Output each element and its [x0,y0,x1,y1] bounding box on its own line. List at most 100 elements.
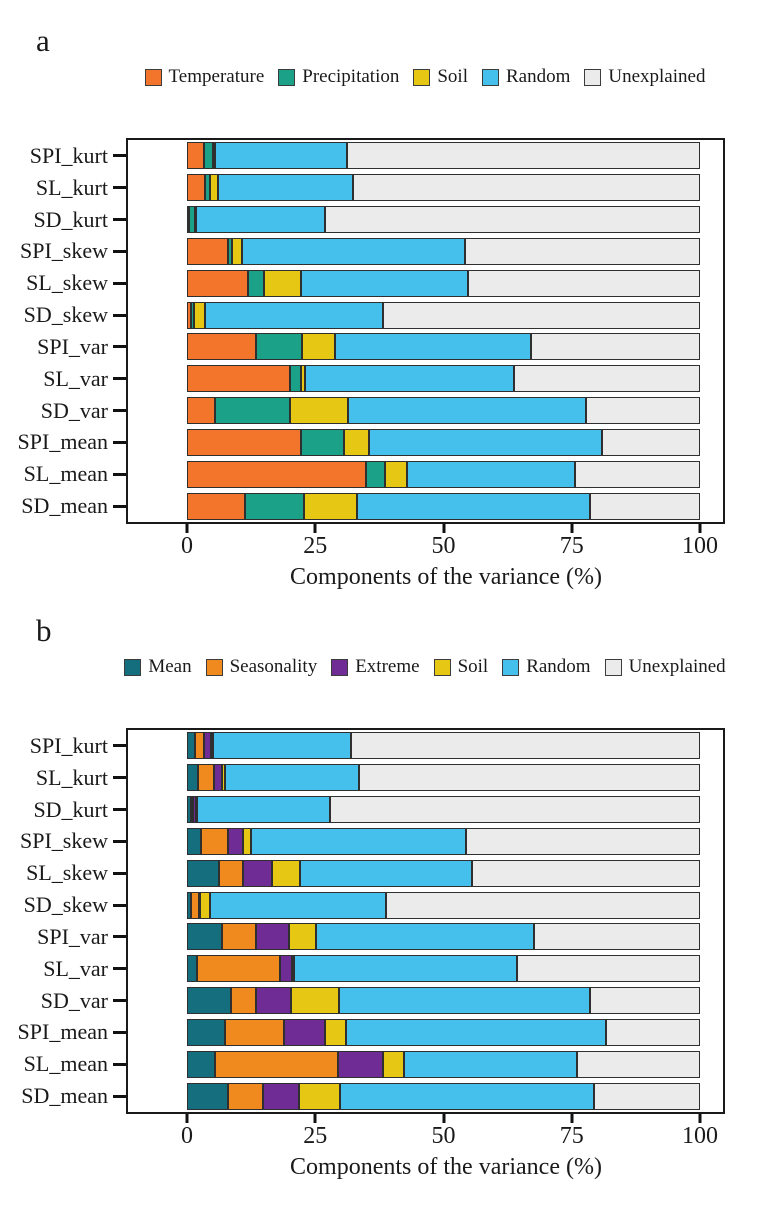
bar-segment-extreme [337,1050,383,1078]
bar-row-sd-kurt [128,794,723,826]
bar-segment-extreme [242,859,272,887]
legend-swatch-precipitation [278,68,296,86]
bar-segment-seasonality [218,859,243,887]
legend-item-soil: Soil [413,66,468,88]
bar-segment-unexplained [514,365,700,393]
bar-segment-mean [187,827,201,855]
bar-row-spi-mean [128,1017,723,1049]
bar-segment-temperature [187,492,246,520]
y-axis-label-text: SPI_mean [17,429,108,455]
bar-segment-unexplained [347,142,700,170]
bar-segment-random [300,859,473,887]
bar-segment-mean [187,764,198,792]
y-axis-label-text: SL_kurt [35,174,108,200]
stacked-bar [187,428,700,456]
bar-row-sd-var [128,395,723,427]
bar-segment-soil [291,955,295,983]
y-axis-label-text: SPI_var [37,923,108,949]
y-axis-label-spi-var: SPI_var [0,921,126,953]
stacked-bar [187,987,700,1015]
y-axis-label-sd-mean: SD_mean [0,490,126,522]
bar-segment-random [204,301,384,329]
bar-segment-soil [210,174,219,202]
bar-segment-precipitation [215,397,291,425]
legend-swatch-random [481,68,499,86]
x-axis-tick [185,524,189,533]
y-axis-tick [113,1094,126,1098]
y-axis-label-text: SD_skew [23,302,108,328]
bar-segment-unexplained [606,1018,700,1046]
legend-item-temperature: Temperature [144,66,264,88]
bar-segment-extreme [213,764,222,792]
legend-swatch-temperature [144,68,162,86]
y-axis-tick [113,249,126,253]
x-axis-tick [313,524,317,533]
y-axis-label-sd-var: SD_var [0,395,126,427]
bar-segment-random [348,397,587,425]
stacked-bar [187,1018,700,1046]
bar-segment-unexplained [590,492,700,520]
legend-label: Seasonality [229,656,318,677]
y-axis-label-text: SL_var [43,365,108,391]
bar-segment-random [294,955,518,983]
bar-segment-extreme [256,987,292,1015]
y-axis-label-sl-var: SL_var [0,363,126,395]
x-axis-title: Components of the variance (%) [290,564,602,590]
bar-segment-extreme [262,1082,299,1110]
bar-segment-random [300,269,468,297]
y-axis-tick [113,776,126,780]
legend-label: Extreme [355,656,420,677]
y-axis-label-sl-kurt: SL_kurt [0,172,126,204]
plot-rows [128,730,723,1112]
y-axis-label-sd-skew: SD_skew [0,299,126,331]
bar-segment-precipitation [248,269,265,297]
panel-b-label: b [36,613,52,648]
bar-segment-soil [344,428,370,456]
bar-segment-mean [187,1050,215,1078]
bar-row-sl-var [128,953,723,985]
stacked-bar [187,1050,700,1078]
panel-a-label: a [36,23,50,58]
bar-segment-extreme [193,796,197,824]
bar-segment-unexplained [351,732,700,760]
legend-item-mean: Mean [124,656,192,678]
x-axis-tick [313,1114,317,1123]
bar-row-sd-mean [128,1080,723,1112]
legend-item-extreme: Extreme [331,656,420,678]
y-axis-label-text: SD_mean [21,493,108,519]
bar-segment-temperature [187,397,216,425]
bar-segment-mean [187,796,191,824]
y-axis-label-text: SL_skew [26,270,108,296]
x-axis-tick [698,1114,702,1123]
y-axis-tick [113,839,126,843]
bar-row-spi-var [128,331,723,363]
bar-segment-soil [193,301,205,329]
bar-segment-random [209,891,386,919]
bar-segment-soil [242,827,251,855]
bar-row-sd-var [128,985,723,1017]
bar-row-sl-mean [128,458,723,490]
stacked-bar [187,923,700,951]
x-axis-tick-label: 0 [181,1123,193,1149]
legend-label: Random [526,656,591,677]
y-axis-tick [113,903,126,907]
y-axis-label-text: SPI_var [37,333,108,359]
legend-item-random: Random [481,66,570,88]
bar-segment-seasonality [190,796,194,824]
bar-segment-temperature [187,428,302,456]
y-axis-label-spi-skew: SPI_skew [0,826,126,858]
x-axis-tick-label: 50 [431,1123,456,1149]
stacked-bar [187,237,700,265]
y-axis-label-text: SL_kurt [35,764,108,790]
bar-segment-soil [231,237,242,265]
bar-segment-random [334,333,532,361]
bar-row-sl-kurt [128,762,723,794]
bar-segment-mean [187,923,223,951]
stacked-bar [187,142,700,170]
bar-segment-seasonality [191,891,200,919]
x-axis-tick-label: 75 [559,533,584,559]
y-axis-label-text: SD_skew [23,892,108,918]
bar-segment-temperature [187,333,256,361]
x-axis-tick-label: 50 [431,533,456,559]
bar-segment-extreme [228,827,243,855]
